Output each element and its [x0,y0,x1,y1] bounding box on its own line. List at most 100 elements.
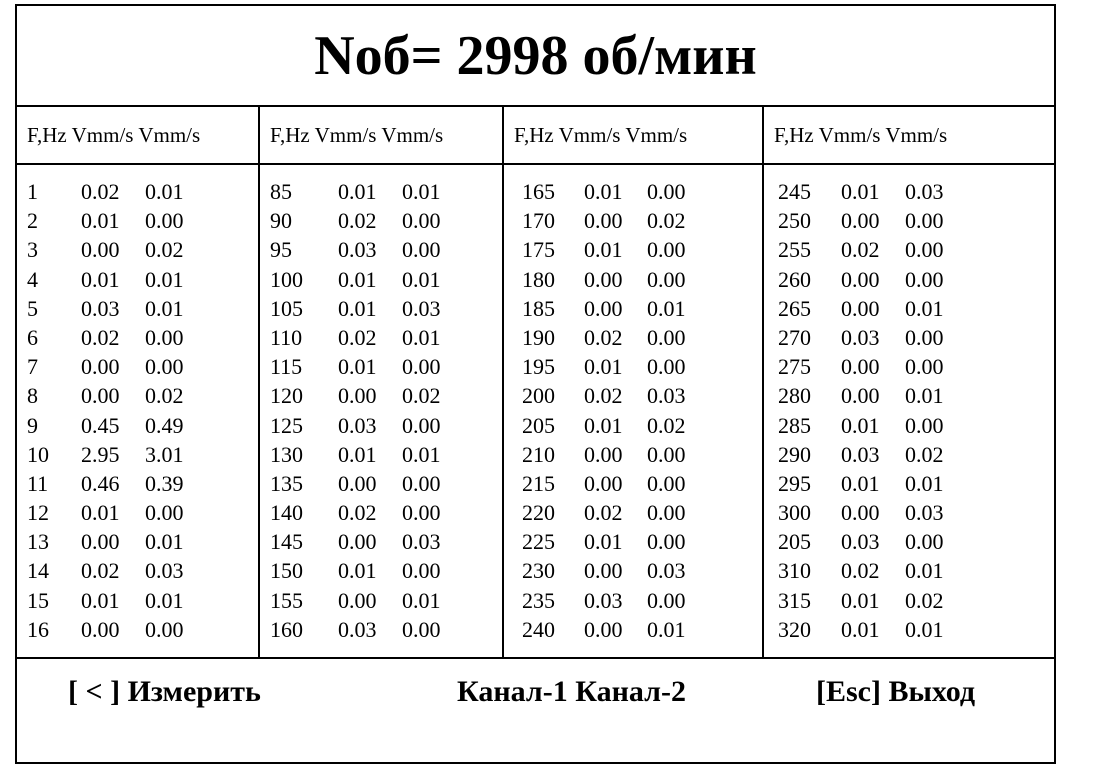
velocity-ch2-cell: 0.01 [905,470,944,496]
table-row: 4 0.01 0.01 [17,265,258,294]
frequency-cell: 285 [778,412,811,438]
velocity-ch1-cell: 0.02 [338,324,377,350]
velocity-ch1-cell: 0.00 [841,500,880,526]
table-row: 235 0.03 0.00 [504,586,762,615]
table-row: 5 0.03 0.01 [17,294,258,323]
table-row: 220 0.02 0.00 [504,498,762,527]
table-row: 16 0.00 0.00 [17,615,258,644]
table-column-2: F,Hz Vmm/s Vmm/s 85 0.01 0.01 90 0.02 0.00 95 0… [260,107,504,657]
table-row: 230 0.00 0.03 [504,556,762,585]
frequency-cell: 225 [522,529,555,555]
velocity-ch2-cell: 0.00 [145,500,184,526]
velocity-ch1-cell: 0.01 [841,179,880,204]
velocity-ch1-cell: 0.00 [81,354,120,380]
velocity-ch1-cell: 0.02 [841,237,880,263]
velocity-ch1-cell: 0.03 [338,237,377,263]
velocity-ch2-cell: 0.00 [402,558,441,584]
table-row: 215 0.00 0.00 [504,469,762,498]
frequency-cell: 150 [270,558,303,584]
table-row: 195 0.01 0.00 [504,352,762,381]
velocity-ch1-cell: 0.01 [584,529,623,555]
velocity-ch1-cell: 0.45 [81,412,120,438]
frequency-cell: 2 [27,208,38,234]
table-row: 245 0.01 0.03 [764,177,1054,206]
frequency-cell: 130 [270,441,303,467]
velocity-ch1-cell: 0.01 [338,558,377,584]
table-row: 315 0.01 0.02 [764,586,1054,615]
frequency-cell: 15 [27,587,49,613]
column-rows: 1 0.02 0.01 2 0.01 0.00 3 0.00 0.02 4 0.01 0.01 5 0.0… [17,177,258,644]
velocity-ch2-cell: 0.39 [145,470,184,496]
velocity-ch1-cell: 0.01 [81,587,120,613]
spectrum-table: F,Hz Vmm/s Vmm/s 1 0.02 0.01 2 0.01 0.00 3 0.00… [17,107,1054,657]
velocity-ch2-cell: 0.01 [145,266,184,292]
table-row: 280 0.00 0.01 [764,381,1054,410]
velocity-ch1-cell: 0.02 [81,324,120,350]
table-row: 130 0.01 0.01 [260,440,502,469]
frequency-cell: 190 [522,324,555,350]
table-row: 155 0.00 0.01 [260,586,502,615]
table-row: 11 0.46 0.39 [17,469,258,498]
frequency-cell: 10 [27,441,49,467]
measure-button[interactable]: [ < ] Измерить [68,675,261,708]
table-row: 250 0.00 0.00 [764,206,1054,235]
column-rows: 165 0.01 0.00 170 0.00 0.02 175 0.01 0.00 180 0.00… [504,177,762,644]
frequency-cell: 300 [778,500,811,526]
velocity-ch1-cell: 0.03 [338,616,377,642]
table-row: 300 0.00 0.03 [764,498,1054,527]
velocity-ch2-cell: 0.00 [905,237,944,263]
velocity-ch1-cell: 0.02 [584,500,623,526]
velocity-ch1-cell: 0.00 [841,266,880,292]
frequency-cell: 250 [778,208,811,234]
velocity-ch2-cell: 0.01 [145,529,184,555]
velocity-ch2-cell: 0.01 [905,616,944,642]
frequency-cell: 12 [27,500,49,526]
frequency-cell: 120 [270,383,303,409]
velocity-ch1-cell: 0.03 [841,529,880,555]
table-row: 205 0.03 0.00 [764,527,1054,556]
velocity-ch2-cell: 0.02 [647,412,686,438]
table-column-3: F,Hz Vmm/s Vmm/s 165 0.01 0.00 170 0.00 0.02 1… [504,107,764,657]
table-column-4: F,Hz Vmm/s Vmm/s 245 0.01 0.03 250 0.00 0.00 2… [764,107,1054,657]
table-row: 145 0.00 0.03 [260,527,502,556]
frequency-cell: 230 [522,558,555,584]
table-row: 160 0.03 0.00 [260,615,502,644]
frequency-cell: 155 [270,587,303,613]
table-row: 14 0.02 0.03 [17,556,258,585]
velocity-ch2-cell: 0.00 [402,500,441,526]
velocity-ch2-cell: 0.03 [905,500,944,526]
velocity-ch1-cell: 0.03 [81,295,120,321]
velocity-ch2-cell: 0.03 [402,529,441,555]
velocity-ch1-cell: 0.00 [81,529,120,555]
velocity-ch1-cell: 0.01 [841,412,880,438]
velocity-ch1-cell: 0.00 [584,470,623,496]
velocity-ch2-cell: 0.00 [145,324,184,350]
frequency-cell: 125 [270,412,303,438]
velocity-ch1-cell: 0.02 [338,500,377,526]
table-row: 180 0.00 0.00 [504,265,762,294]
frequency-cell: 235 [522,587,555,613]
channel-toggle-button[interactable]: Канал-1 Канал-2 [457,675,686,708]
frequency-cell: 255 [778,237,811,263]
velocity-ch1-cell: 0.01 [81,500,120,526]
frequency-cell: 16 [27,616,49,642]
velocity-ch2-cell: 0.00 [647,237,686,263]
frequency-cell: 165 [522,179,555,204]
exit-button[interactable]: [Esc] Выход [816,675,976,708]
frequency-cell: 185 [522,295,555,321]
velocity-ch2-cell: 0.01 [402,179,441,204]
velocity-ch1-cell: 0.01 [338,441,377,467]
table-row: 270 0.03 0.00 [764,323,1054,352]
velocity-ch2-cell: 0.00 [905,529,944,555]
title-bar: Nоб= 2998 об/мин [17,6,1054,107]
table-row: 200 0.02 0.03 [504,381,762,410]
velocity-ch2-cell: 0.00 [145,616,184,642]
velocity-ch2-cell: 0.02 [647,208,686,234]
velocity-ch2-cell: 0.01 [905,383,944,409]
table-row: 295 0.01 0.01 [764,469,1054,498]
velocity-ch1-cell: 0.00 [584,266,623,292]
frequency-cell: 295 [778,470,811,496]
velocity-ch1-cell: 0.01 [841,616,880,642]
table-row: 13 0.00 0.01 [17,527,258,556]
table-row: 9 0.45 0.49 [17,411,258,440]
